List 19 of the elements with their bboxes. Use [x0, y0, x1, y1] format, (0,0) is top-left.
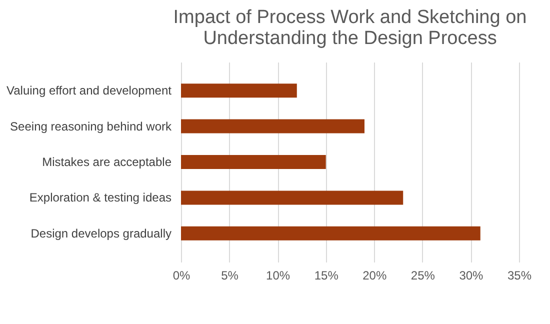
- x-tick-label: 10%: [266, 268, 290, 282]
- x-tick-label: 0%: [172, 268, 190, 282]
- bar: [181, 155, 326, 169]
- bar: [181, 84, 297, 98]
- x-tick-label: 30%: [459, 268, 484, 282]
- y-tick-label: Design develops gradually: [30, 226, 172, 240]
- bar: [181, 226, 480, 240]
- x-tick-label: 15%: [314, 268, 339, 282]
- x-tick-label: 20%: [362, 268, 387, 282]
- x-tick-label: 5%: [221, 268, 239, 282]
- bar: [181, 190, 404, 205]
- bar: [181, 119, 364, 134]
- chart-title: Impact of Process Work and Sketching on Understanding the Design Process: [173, 7, 527, 49]
- x-tick-label: 25%: [410, 268, 436, 282]
- y-tick-label: Valuing effort and development: [6, 84, 172, 98]
- y-tick-label: Seeing reasoning behind work: [10, 119, 172, 134]
- y-tick-label: Mistakes are acceptable: [42, 155, 172, 169]
- x-tick-label: 35%: [507, 268, 532, 282]
- y-tick-label: Exploration & testing ideas: [29, 190, 172, 205]
